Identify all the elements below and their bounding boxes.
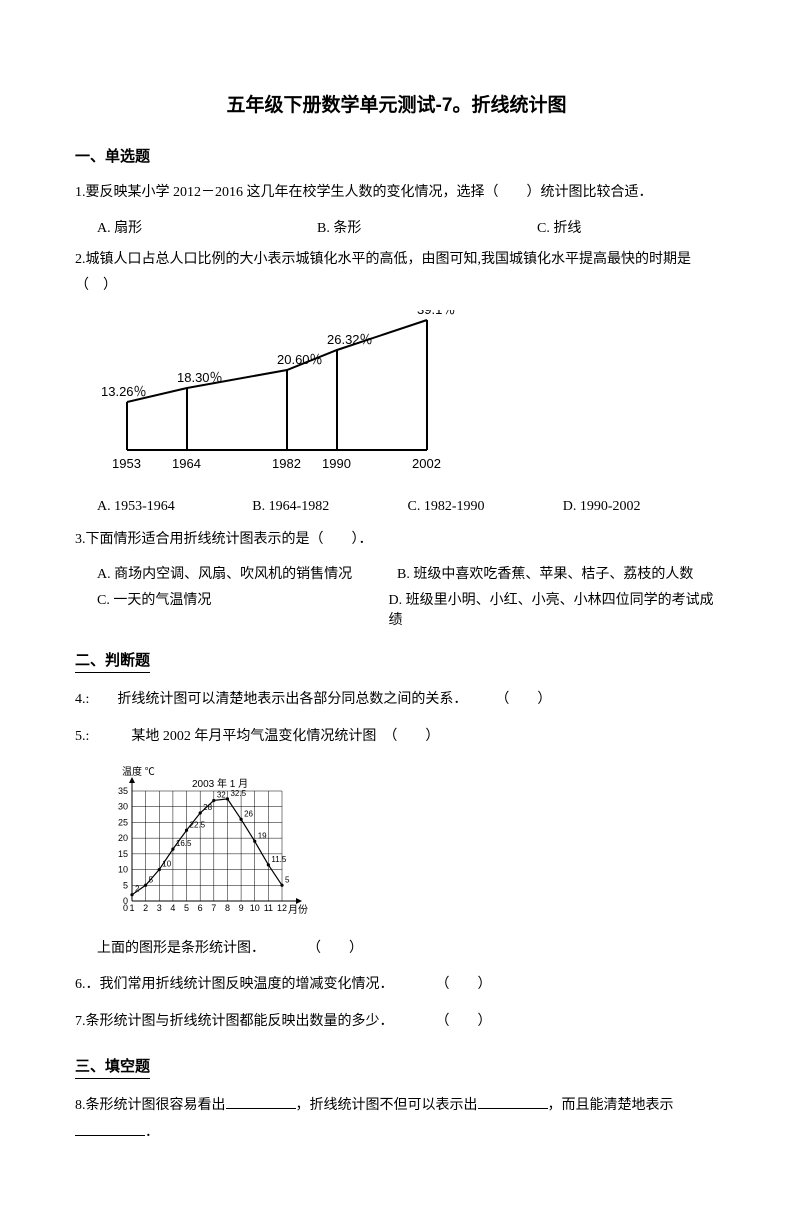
- q3-opt-b[interactable]: B. 班级中喜欢吃香蕉、苹果、桔子、荔枝的人数: [397, 563, 693, 583]
- q5-chart: 05101520253035123456789101112251016.522.…: [97, 761, 337, 921]
- q3-options: A. 商场内空调、风扇、吹风机的销售情况 B. 班级中喜欢吃香蕉、苹果、桔子、荔…: [75, 563, 718, 629]
- q2-options: A. 1953-1964 B. 1964-1982 C. 1982-1990 D…: [75, 499, 718, 515]
- svg-text:39.1％: 39.1％: [417, 310, 455, 317]
- q2-opt-b[interactable]: B. 1964-1982: [252, 499, 407, 515]
- svg-text:2: 2: [143, 903, 148, 913]
- q8-mid1: ，折线统计图不但可以表示出: [296, 1098, 478, 1113]
- svg-text:10: 10: [162, 859, 171, 868]
- section-3-heading: 三、填空题: [75, 1055, 718, 1079]
- svg-text:5: 5: [184, 903, 189, 913]
- page-title: 五年级下册数学单元测试-7。折线统计图: [75, 90, 718, 117]
- svg-text:2003 年 1 月: 2003 年 1 月: [192, 777, 248, 790]
- q2-chart: 13.26％ 1953 18.30％ 1964 20.60％ 1982 26.32％ 1990…: [97, 310, 457, 480]
- svg-text:35: 35: [118, 786, 128, 796]
- svg-text:10: 10: [250, 903, 260, 913]
- q8-blank-1[interactable]: [226, 1094, 296, 1109]
- svg-text:8: 8: [225, 903, 230, 913]
- svg-text:9: 9: [239, 903, 244, 913]
- svg-text:1990: 1990: [322, 456, 351, 471]
- svg-text:0: 0: [123, 903, 128, 913]
- svg-text:3: 3: [157, 903, 162, 913]
- section-2-heading: 二、判断题: [75, 649, 718, 673]
- svg-text:4: 4: [170, 903, 175, 913]
- svg-text:18.30％: 18.30％: [177, 370, 223, 385]
- q1-options: A. 扇形 B. 条形 C. 折线: [75, 217, 718, 237]
- svg-text:7: 7: [211, 903, 216, 913]
- svg-text:5: 5: [285, 875, 290, 884]
- q1-text: 1.要反映某小学 2012－2016 这几年在校学生人数的变化情况，选择（ ）统…: [75, 180, 718, 207]
- svg-text:28: 28: [203, 803, 212, 812]
- q8-end: ．: [145, 1125, 159, 1140]
- q3-opt-a[interactable]: A. 商场内空调、风扇、吹风机的销售情况: [97, 563, 397, 583]
- svg-text:22.5: 22.5: [190, 820, 206, 829]
- svg-text:温度 ℃: 温度 ℃: [122, 765, 155, 778]
- q3-opt-c[interactable]: C. 一天的气温情况: [97, 589, 389, 629]
- svg-text:13.26％: 13.26％: [101, 384, 147, 399]
- svg-text:16.5: 16.5: [176, 839, 192, 848]
- svg-text:5: 5: [149, 875, 154, 884]
- section-1-heading: 一、单选题: [75, 145, 718, 166]
- q3-opt-d[interactable]: D. 班级里小明、小红、小亮、小林四位同学的考试成绩: [389, 589, 719, 629]
- q2-text: 2.城镇人口占总人口比例的大小表示城镇化水平的高低，由图可知,我国城镇化水平提高…: [75, 247, 718, 300]
- svg-text:30: 30: [118, 801, 128, 811]
- svg-text:15: 15: [118, 848, 128, 858]
- q5-text: 5.: 某地 2002 年月平均气温变化情况统计图 （ ）: [75, 724, 718, 751]
- svg-text:32: 32: [217, 790, 226, 799]
- svg-text:11.5: 11.5: [271, 854, 287, 863]
- svg-text:12: 12: [277, 903, 287, 913]
- svg-text:月份: 月份: [288, 904, 308, 916]
- q1-opt-a[interactable]: A. 扇形: [97, 217, 317, 237]
- svg-text:11: 11: [264, 903, 273, 913]
- q8-blank-3[interactable]: [75, 1121, 145, 1136]
- q2-opt-a[interactable]: A. 1953-1964: [97, 499, 252, 515]
- q2-opt-c[interactable]: C. 1982-1990: [408, 499, 563, 515]
- q8-pre: 8.条形统计图很容易看出: [75, 1098, 226, 1113]
- q7-text: 7.条形统计图与折线统计图都能反映出数量的多少． （ ）: [75, 1009, 718, 1036]
- svg-text:20.60％: 20.60％: [277, 352, 323, 367]
- svg-text:1953: 1953: [112, 456, 141, 471]
- svg-text:1982: 1982: [272, 456, 301, 471]
- svg-text:19: 19: [258, 831, 267, 840]
- q8-mid2: ，而且能清楚地表示: [548, 1098, 674, 1113]
- q5-text2: 上面的图形是条形统计图． （ ）: [75, 936, 718, 963]
- svg-text:1964: 1964: [172, 456, 201, 471]
- svg-text:20: 20: [118, 833, 128, 843]
- q1-opt-b[interactable]: B. 条形: [317, 217, 537, 237]
- svg-text:25: 25: [118, 817, 128, 827]
- svg-text:1: 1: [129, 903, 134, 913]
- svg-text:10: 10: [118, 864, 128, 874]
- svg-text:5: 5: [123, 880, 128, 890]
- svg-text:2002: 2002: [412, 456, 441, 471]
- svg-text:32.5: 32.5: [230, 788, 246, 797]
- q8-blank-2[interactable]: [478, 1094, 548, 1109]
- q8-text: 8.条形统计图很容易看出 ，折线统计图不但可以表示出 ，而且能清楚地表示 ．: [75, 1093, 718, 1146]
- q3-text: 3.下面情形适合用折线统计图表示的是（ ）．: [75, 527, 718, 554]
- svg-text:26: 26: [244, 809, 253, 818]
- q2-opt-d[interactable]: D. 1990-2002: [563, 499, 718, 515]
- q4-text: 4.: 折线统计图可以清楚地表示出各部分同总数之间的关系． （ ）: [75, 687, 718, 714]
- q1-opt-c[interactable]: C. 折线: [537, 217, 717, 237]
- svg-text:2: 2: [135, 884, 140, 893]
- svg-text:6: 6: [198, 903, 203, 913]
- q6-text: 6.．我们常用折线统计图反映温度的增减变化情况． （ ）: [75, 972, 718, 999]
- svg-text:26.32％: 26.32％: [327, 332, 373, 347]
